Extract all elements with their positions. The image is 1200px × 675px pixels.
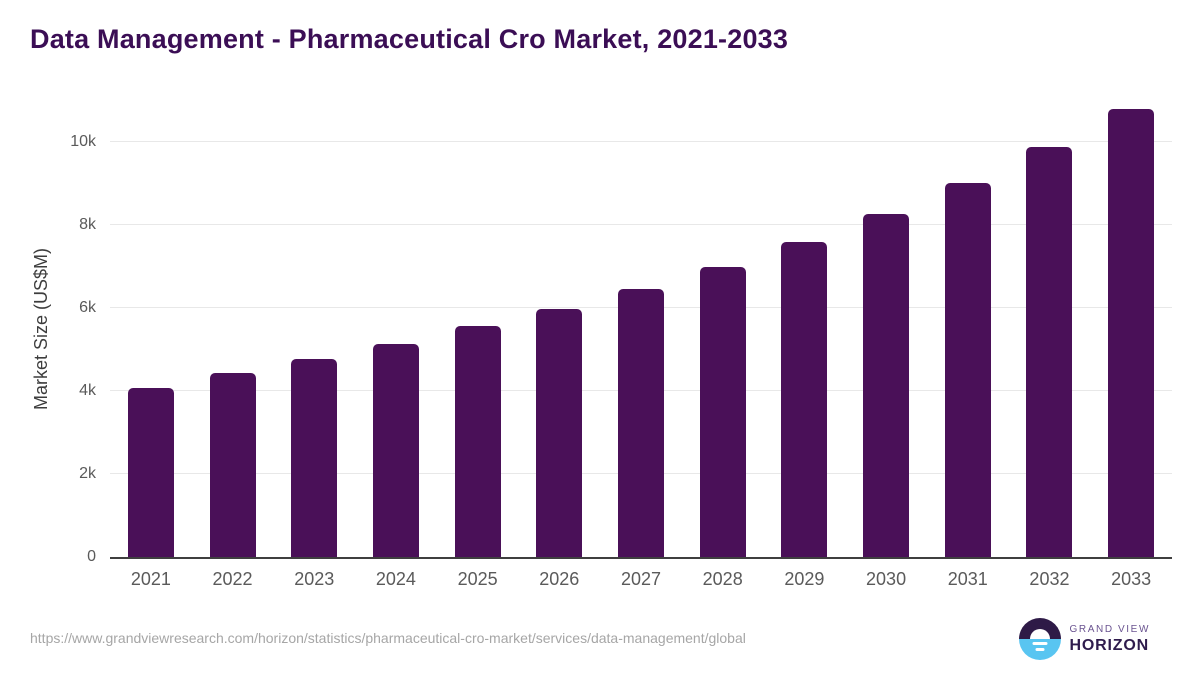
bar-2022[interactable] [209,373,256,557]
x-tick-label-2032: 2032 [1029,569,1070,589]
bar-2024[interactable] [372,343,419,557]
y-tick-label-0: 0 [87,548,96,565]
x-tick-label-2021: 2021 [130,569,171,589]
bar-2033[interactable] [1108,109,1155,557]
bar-2030[interactable] [863,213,910,557]
bar-2023[interactable] [291,358,338,557]
x-tick-label-2027: 2027 [620,569,662,589]
y-tick-label-4k: 4k [79,381,96,399]
plot-area: 0 2k 4k 6k 8k 10k 2021 2022 2023 2024 2025 2026 2027… [70,100,1172,589]
source-url: https://www.grandviewresearch.com/horizo… [30,630,746,646]
gridline-8k [110,223,1172,225]
ripple-line [1035,648,1045,651]
y-tick-label-2k: 2k [79,464,96,482]
y-tick-label-10k: 10k [70,132,96,150]
x-tick-label-2022: 2022 [212,569,253,589]
bar-2032[interactable] [1026,147,1073,557]
bar-2025[interactable] [454,326,501,557]
gridline-10k [110,140,1172,142]
x-tick-label-2024: 2024 [375,569,416,589]
sun-dome-shape [1029,629,1050,639]
x-tick-label-2023: 2023 [294,569,335,589]
bar-2021[interactable] [127,388,174,557]
bar-2026[interactable] [536,308,583,557]
x-tick-label-2029: 2029 [784,569,825,589]
bar-2028[interactable] [699,267,746,557]
bar-2029[interactable] [781,242,828,557]
y-tick-label-8k: 8k [79,215,96,233]
grandview-horizon-logo[interactable]: GRAND VIEW HORIZON [1018,618,1150,660]
x-tick-label-2026: 2026 [539,569,580,589]
y-tick-label-6k: 6k [79,298,96,316]
y-axis-title: Market Size (US$M) [30,248,51,411]
logo-horizon-label: HORIZON [1069,636,1149,654]
x-tick-label-2030: 2030 [866,569,907,589]
x-tick-label-2033: 2033 [1111,569,1152,589]
logo-grand-view-label: GRAND VIEW [1069,623,1150,635]
x-tick-label-2031: 2031 [947,569,988,589]
x-tick-label-2028: 2028 [702,569,743,589]
ripple-line [1032,642,1048,645]
bar-2031[interactable] [944,183,991,557]
x-tick-label-2025: 2025 [457,569,498,589]
horizon-sunrise-icon [1018,618,1061,660]
logo-text: GRAND VIEW HORIZON [1070,624,1150,655]
chart-title: Data Management - Pharmaceutical Cro Mar… [30,24,789,54]
bar-2027[interactable] [618,289,664,557]
